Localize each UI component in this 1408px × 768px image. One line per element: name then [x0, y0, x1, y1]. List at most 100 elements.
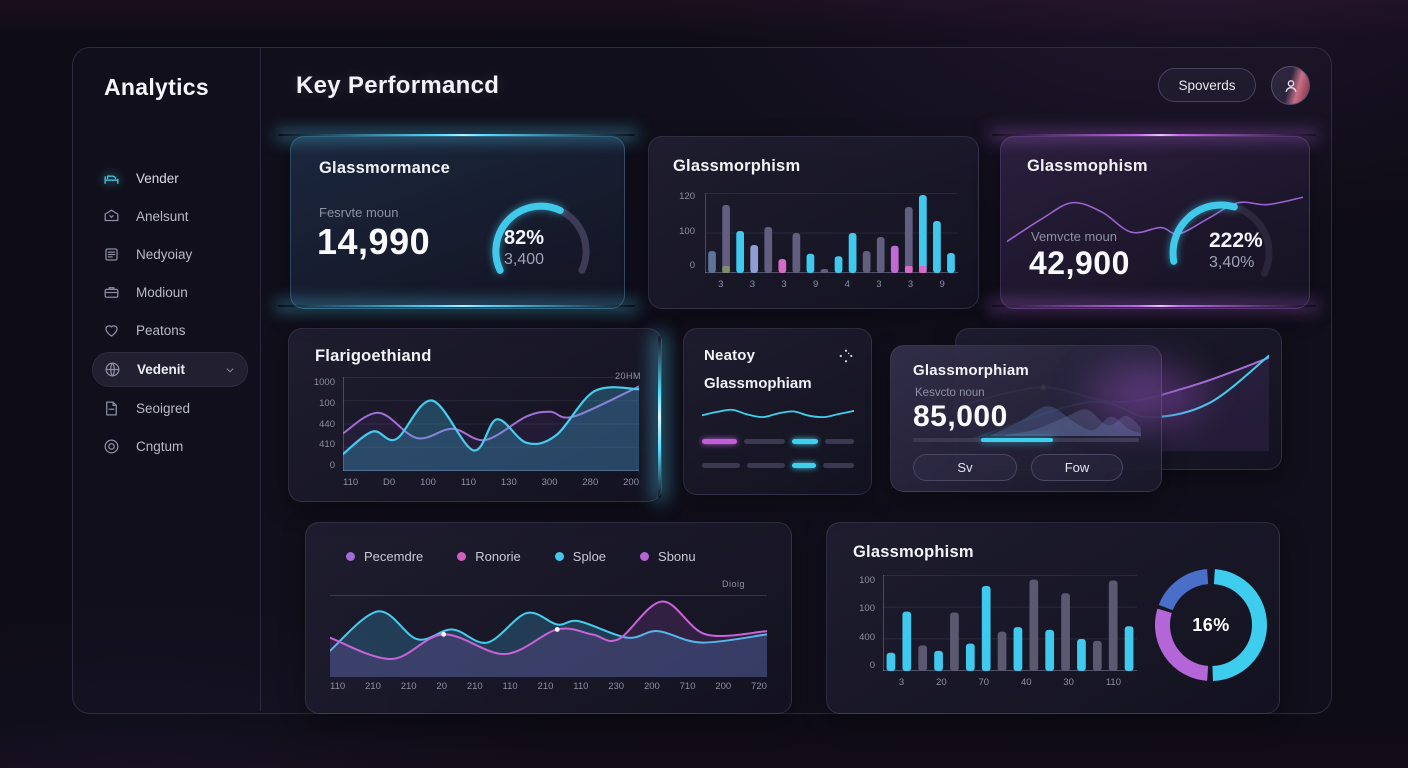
axis-tick: 0 — [869, 659, 875, 671]
globe-icon — [105, 362, 120, 377]
axis-tick: 100 — [679, 225, 695, 237]
briefcase-icon — [104, 287, 119, 298]
axis-tick: 4 — [844, 279, 850, 290]
fow-button[interactable]: Fow — [1031, 454, 1123, 481]
axis-tick: 0 — [689, 260, 695, 271]
kpi-value: 14,990 — [317, 221, 431, 262]
sidebar-item-modioun[interactable]: Modioun — [92, 276, 248, 309]
app-title: Analytics — [104, 74, 209, 100]
sidebar-item-vedenit[interactable]: Vedenit — [92, 352, 248, 387]
axis-tick: 200 — [643, 681, 660, 692]
axis-tick: 100 — [859, 603, 875, 615]
segment-bar-row — [702, 439, 854, 444]
axis-tick: 0 — [329, 460, 335, 471]
axis-tick: 110 — [343, 477, 359, 488]
legend-item: Sbonu — [640, 549, 696, 564]
progress-bar — [913, 438, 1139, 442]
page-title: Key Performancd — [296, 72, 500, 99]
sidebar-item-label: Seoigred — [136, 401, 191, 416]
axis-tick: 110 — [502, 681, 518, 692]
sidebar-nav: Vender Anelsunt Nedyoiay Modioun Peatons… — [92, 162, 248, 463]
axis-tick: 3 — [907, 279, 914, 290]
x-axis-ticks: 110 D0 100 110 130 300 280 200 — [343, 477, 639, 488]
gauge-sub: 3,40% — [1209, 254, 1255, 271]
donut-rings — [1155, 569, 1267, 681]
card-title: Glassmorphiam — [913, 362, 1029, 379]
axis-tick: 20 — [436, 681, 447, 692]
axis-tick: 3 — [781, 279, 787, 290]
card-title: Glassmorphism — [673, 157, 801, 175]
axis-tick: 40 — [1020, 677, 1032, 688]
sparkle-icon[interactable] — [837, 347, 855, 365]
bar-chart-card-top: Glassmorphism 120 100 0 3 3 3 9 4 3 3 9 — [648, 136, 979, 309]
user-avatar[interactable] — [1271, 66, 1310, 105]
gauge-chart — [476, 193, 606, 287]
gauge-chart — [1151, 189, 1291, 289]
kpi-card-right: Glassmophism Vemvcte moun 42,900 222% 3,… — [1000, 136, 1310, 309]
sidebar-item-anelsunt[interactable]: Anelsunt — [92, 200, 248, 233]
sv-button[interactable]: Sv — [913, 454, 1017, 481]
axis-tick: 3 — [898, 677, 905, 688]
axis-tick: 100 — [859, 575, 875, 586]
line-chart-card: Flarigoethiand 20HM 1000 100 440 410 0 110 D0… — [288, 328, 662, 502]
file-icon — [106, 401, 117, 416]
axis-tick: 30 — [1063, 677, 1074, 688]
legend-dot-icon — [457, 552, 467, 561]
heart-icon — [105, 325, 118, 337]
legend-dot-icon — [554, 552, 564, 561]
axis-tick: 3 — [876, 279, 882, 290]
card-title: Glassmophism — [1027, 157, 1148, 175]
axis-tick: 280 — [582, 477, 599, 488]
mini-card: Neatoy Glassmophiam — [683, 328, 872, 495]
kpi-card-left: Glassmormance Fesrvte moun 14,990 82% 3,… — [290, 136, 625, 309]
axis-tick: 110 — [460, 477, 476, 488]
card-title: Flarigoethiand — [315, 347, 432, 365]
legend-dot-icon — [640, 552, 650, 561]
donut-percentage: 16% — [1192, 614, 1230, 635]
bar-donut-card: Glassmophism 100 100 400 0 3 20 70 40 30 110 16% — [826, 522, 1280, 714]
bar-chart — [705, 193, 958, 273]
spoverds-button[interactable]: Spoverds — [1158, 68, 1256, 102]
sidebar-item-label: Peatons — [136, 323, 186, 338]
axis-tick: 120 — [679, 191, 695, 202]
axis-tick: 1000 — [313, 377, 335, 388]
axis-tick: 130 — [500, 477, 517, 488]
donut-chart: 16% — [1155, 569, 1267, 681]
gauge-value: 82% — [504, 227, 545, 249]
sidebar-item-cngtum[interactable]: Cngtum — [92, 430, 248, 463]
card-subtitle: Vemvcte moun — [1031, 229, 1117, 244]
chart-legend: Pecemdre Ronorie Sploe Sbonu — [346, 549, 696, 564]
axis-tick: 210 — [365, 681, 381, 692]
sidebar-item-label: Vedenit — [137, 362, 186, 377]
card-subtitle: Kesvcto noun — [915, 387, 985, 399]
axis-tick: 3 — [749, 279, 756, 290]
bar-chart — [883, 575, 1137, 671]
gauge-value: 222% — [1209, 229, 1263, 252]
sidebar-item-peatons[interactable]: Peatons — [92, 314, 248, 347]
chart-annotation: Dioig — [721, 579, 745, 589]
kpi-value: 85,000 — [913, 400, 1008, 433]
axis-tick: 410 — [319, 439, 335, 451]
chart-annotation: 20HM — [614, 371, 641, 381]
axis-tick: 230 — [608, 681, 625, 692]
sidebar-item-nedyoiay[interactable]: Nedyoiay — [92, 238, 248, 271]
bed-icon — [104, 175, 119, 184]
axis-tick: 9 — [813, 279, 819, 290]
segment-bar-row — [702, 463, 854, 468]
card-subtitle: Fesrvte moun — [319, 205, 399, 220]
mountain-decoration — [991, 388, 1141, 436]
multi-line-chart-card: Pecemdre Ronorie Sploe Sbonu Dioig 110 210 21… — [305, 522, 792, 714]
axis-tick: 110 — [573, 681, 589, 692]
sidebar-item-seoigred[interactable]: Seoigred — [92, 392, 248, 425]
x-axis-ticks: 3 3 3 9 4 3 3 9 — [705, 279, 958, 290]
gauge-sub: 3,400 — [504, 251, 545, 268]
axis-tick: 400 — [859, 631, 875, 643]
line-chart — [343, 377, 639, 471]
disc-icon — [104, 439, 119, 454]
sidebar-item-vender[interactable]: Vender — [92, 162, 248, 195]
x-axis-ticks: 3 20 70 40 30 110 — [883, 677, 1137, 688]
axis-tick: 210 — [400, 681, 417, 692]
card-subtitle: Glassmophiam — [704, 375, 812, 392]
sparkline-chart — [702, 401, 854, 427]
